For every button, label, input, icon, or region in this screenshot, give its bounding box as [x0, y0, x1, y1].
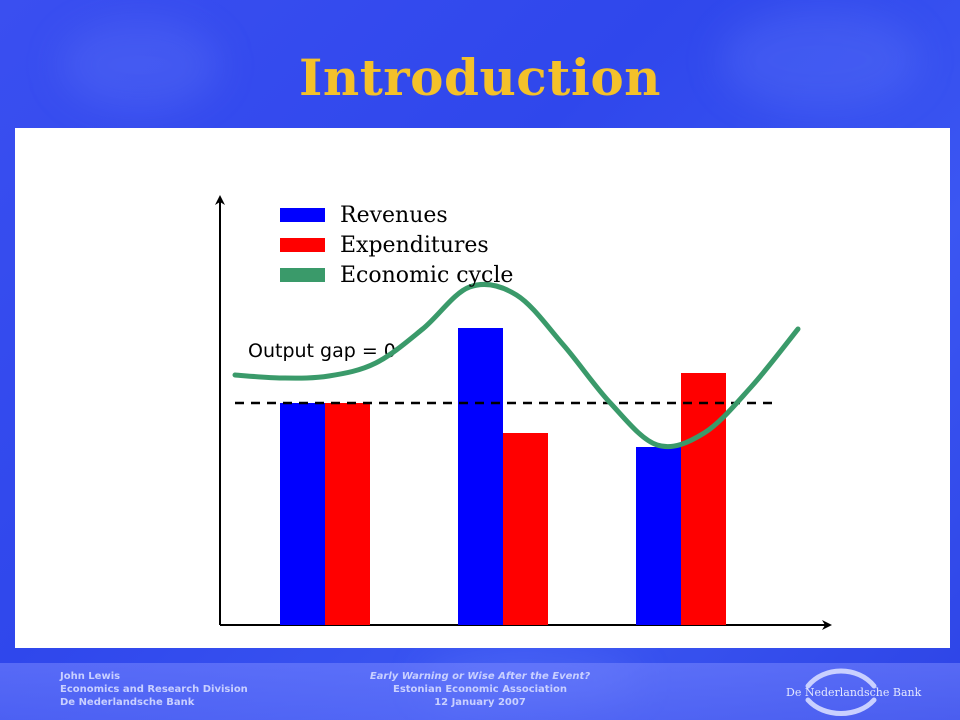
expenditures-bar-2 [503, 433, 548, 625]
dnb-logo-icon [805, 668, 877, 716]
footer-author-division: Economics and Research Division [60, 684, 248, 695]
legend: Revenues Expenditures Economic cycle [280, 203, 513, 288]
legend-label-revenues: Revenues [340, 203, 448, 228]
footer-band [0, 663, 960, 720]
footer-author: John Lewis Economics and Research Divisi… [60, 670, 248, 709]
revenues-bar-2 [458, 328, 503, 625]
legend-swatch-expenditures [280, 238, 325, 252]
revenues-bar-1 [280, 403, 325, 625]
legend-label-expenditures: Expenditures [340, 233, 489, 258]
dnb-logo-text: De Nederlandsche Bank [786, 686, 922, 699]
slide-title: Introduction [298, 48, 662, 107]
legend-swatch-revenues [280, 208, 325, 222]
expenditures-bar-1 [325, 403, 370, 625]
footer-talk-title: Early Warning or Wise After the Event? [369, 671, 591, 682]
legend-swatch-economic-cycle [280, 268, 325, 282]
legend-label-economic-cycle: Economic cycle [340, 263, 513, 288]
footer-author-name: John Lewis [60, 671, 121, 682]
economic-cycle-line [232, 281, 801, 450]
revenues-bar-3 [636, 447, 681, 625]
footer-event-name: Estonian Economic Association [392, 684, 568, 695]
footer-event: Early Warning or Wise After the Event? E… [280, 670, 680, 709]
output-gap-label: Output gap = 0 [248, 340, 396, 362]
expenditures-bar-3 [681, 373, 726, 625]
footer-author-org: De Nederlandsche Bank [60, 697, 195, 708]
budget-cycle-chart: Output gap = 0 Revenues Expenditures Econo… [215, 195, 832, 630]
chart-panel: Output gap = 0 Revenues Expenditures Econo… [15, 128, 950, 648]
footer-event-date: 12 January 2007 [434, 697, 526, 708]
